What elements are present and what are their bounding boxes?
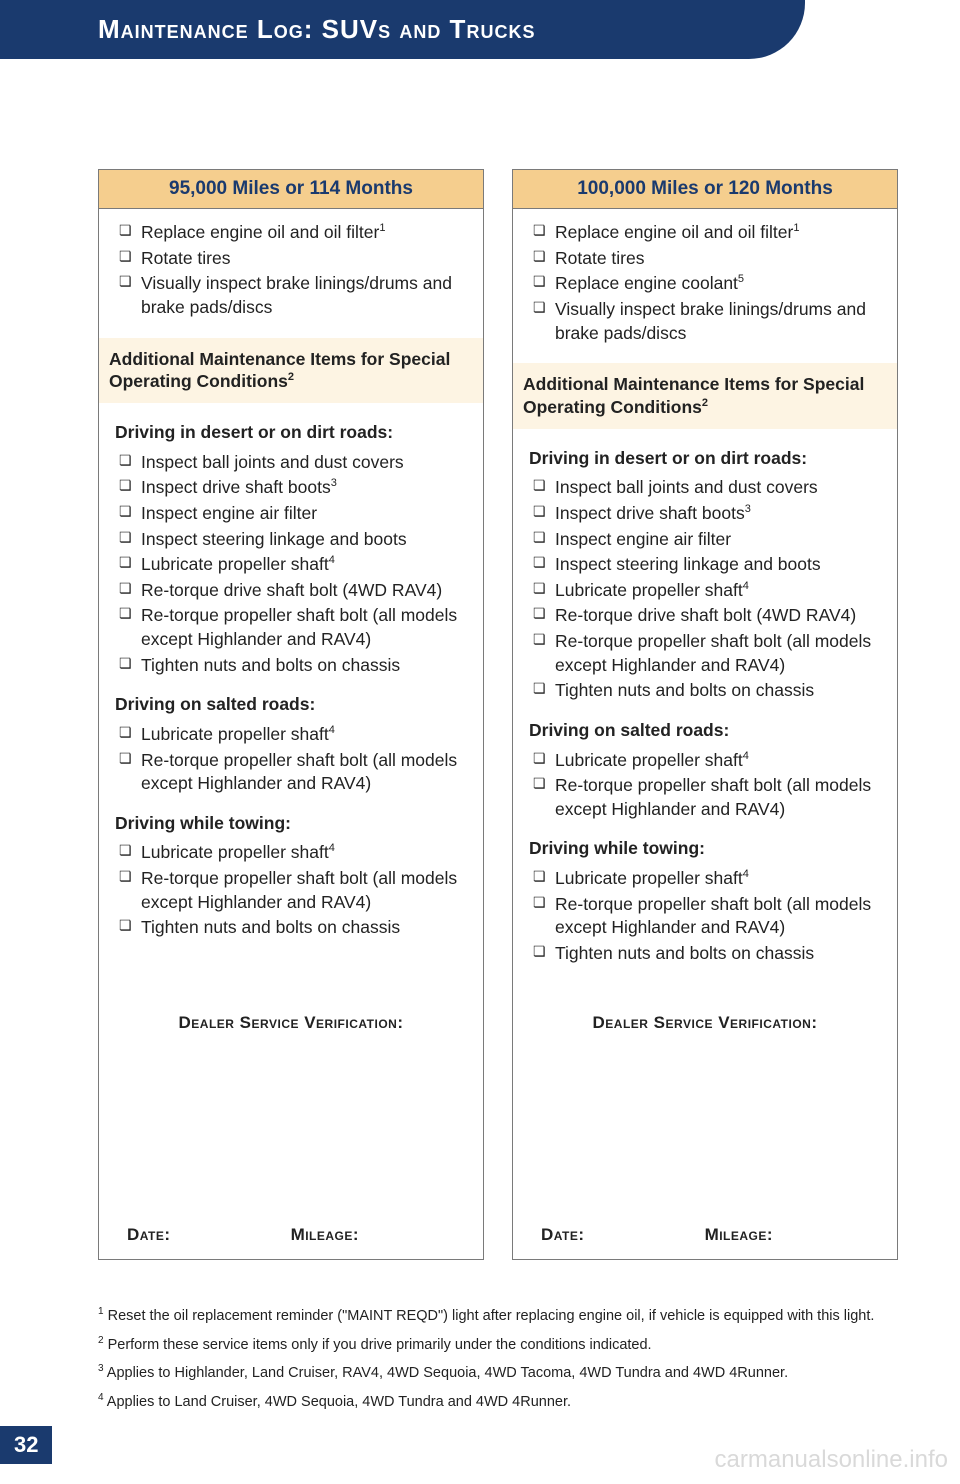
footnote: 2 Perform these service items only if yo… bbox=[98, 1331, 898, 1359]
condition-title: Driving in desert or on dirt roads: bbox=[529, 447, 881, 471]
date-label: Date: bbox=[541, 1224, 585, 1247]
page-title: Maintenance Log: SUVs and Trucks bbox=[98, 14, 535, 44]
checklist-item: Inspect steering linkage and boots bbox=[529, 553, 881, 577]
special-conditions-header: Additional Maintenance Items for Special… bbox=[99, 338, 483, 404]
special-conditions-header: Additional Maintenance Items for Special… bbox=[513, 363, 897, 429]
date-mileage-row: Date: Mileage: bbox=[529, 1224, 881, 1259]
checklist-item: Inspect drive shaft boots3 bbox=[529, 502, 881, 526]
checklist-item: Replace engine oil and oil filter1 bbox=[529, 221, 881, 245]
checklist-item: Tighten nuts and bolts on chassis bbox=[529, 679, 881, 703]
checklist-item: Re-torque drive shaft bolt (4WD RAV4) bbox=[115, 579, 467, 603]
checklist-item: Lubricate propeller shaft4 bbox=[529, 867, 881, 891]
card-body: Replace engine oil and oil filter1Rotate… bbox=[513, 209, 897, 1259]
checklist-item: Lubricate propeller shaft4 bbox=[115, 841, 467, 865]
checklist-item: Lubricate propeller shaft4 bbox=[115, 723, 467, 747]
checklist-item: Tighten nuts and bolts on chassis bbox=[115, 916, 467, 940]
watermark: carmanualsonline.info bbox=[715, 1446, 948, 1474]
mileage-label: Mileage: bbox=[291, 1224, 360, 1247]
condition-title: Driving while towing: bbox=[115, 812, 467, 836]
checklist-item: Lubricate propeller shaft4 bbox=[529, 749, 881, 773]
checklist-item: Inspect drive shaft boots3 bbox=[115, 476, 467, 500]
dealer-verification-label: Dealer Service Verification: bbox=[529, 982, 881, 1225]
card-title: 100,000 Miles or 120 Months bbox=[513, 170, 897, 209]
checklist-item: Rotate tires bbox=[115, 247, 467, 271]
card-title: 95,000 Miles or 114 Months bbox=[99, 170, 483, 209]
condition-checklist: Lubricate propeller shaft4Re-torque prop… bbox=[115, 723, 467, 796]
checklist-item: Re-torque drive shaft bolt (4WD RAV4) bbox=[529, 604, 881, 628]
checklist-item: Lubricate propeller shaft4 bbox=[529, 579, 881, 603]
checklist-item: Inspect steering linkage and boots bbox=[115, 528, 467, 552]
checklist-item: Replace engine coolant5 bbox=[529, 272, 881, 296]
conditions-block: Driving in desert or on dirt roads: Inspe… bbox=[529, 441, 881, 982]
condition-checklist: Lubricate propeller shaft4Re-torque prop… bbox=[115, 841, 467, 940]
mileage-label: Mileage: bbox=[705, 1224, 774, 1247]
condition-title: Driving while towing: bbox=[529, 837, 881, 861]
checklist-item: Inspect ball joints and dust covers bbox=[529, 476, 881, 500]
footnote: 3 Applies to Highlander, Land Cruiser, R… bbox=[98, 1359, 898, 1387]
date-label: Date: bbox=[127, 1224, 171, 1247]
maintenance-card-95k: 95,000 Miles or 114 Months Replace engin… bbox=[98, 169, 484, 1260]
condition-checklist: Inspect ball joints and dust coversInspe… bbox=[529, 476, 881, 703]
checklist-item: Inspect engine air filter bbox=[115, 502, 467, 526]
footnotes: 1 Reset the oil replacement reminder ("M… bbox=[0, 1260, 960, 1416]
checklist-item: Lubricate propeller shaft4 bbox=[115, 553, 467, 577]
condition-checklist: Lubricate propeller shaft4Re-torque prop… bbox=[529, 867, 881, 966]
checklist-item: Visually inspect brake linings/drums and… bbox=[115, 272, 467, 319]
date-mileage-row: Date: Mileage: bbox=[115, 1224, 467, 1259]
dealer-verification-label: Dealer Service Verification: bbox=[115, 982, 467, 1225]
checklist-item: Re-torque propeller shaft bolt (all mode… bbox=[529, 893, 881, 940]
checklist-item: Re-torque propeller shaft bolt (all mode… bbox=[529, 630, 881, 677]
conditions-block: Driving in desert or on dirt roads: Inspe… bbox=[115, 415, 467, 956]
main-checklist: Replace engine oil and oil filter1Rotate… bbox=[529, 221, 881, 347]
checklist-item: Rotate tires bbox=[529, 247, 881, 271]
condition-title: Driving on salted roads: bbox=[115, 693, 467, 717]
checklist-item: Re-torque propeller shaft bolt (all mode… bbox=[115, 749, 467, 796]
main-checklist: Replace engine oil and oil filter1Rotate… bbox=[115, 221, 467, 322]
condition-checklist: Inspect ball joints and dust coversInspe… bbox=[115, 451, 467, 678]
checklist-item: Re-torque propeller shaft bolt (all mode… bbox=[115, 867, 467, 914]
condition-title: Driving in desert or on dirt roads: bbox=[115, 421, 467, 445]
checklist-item: Inspect engine air filter bbox=[529, 528, 881, 552]
checklist-item: Tighten nuts and bolts on chassis bbox=[115, 654, 467, 678]
checklist-item: Inspect ball joints and dust covers bbox=[115, 451, 467, 475]
checklist-item: Tighten nuts and bolts on chassis bbox=[529, 942, 881, 966]
condition-title: Driving on salted roads: bbox=[529, 719, 881, 743]
maintenance-card-100k: 100,000 Miles or 120 Months Replace engi… bbox=[512, 169, 898, 1260]
checklist-item: Replace engine oil and oil filter1 bbox=[115, 221, 467, 245]
page-number: 32 bbox=[0, 1426, 52, 1464]
content-columns: 95,000 Miles or 114 Months Replace engin… bbox=[0, 59, 960, 1260]
condition-checklist: Lubricate propeller shaft4Re-torque prop… bbox=[529, 749, 881, 822]
footnote: 4 Applies to Land Cruiser, 4WD Sequoia, … bbox=[98, 1388, 898, 1416]
checklist-item: Re-torque propeller shaft bolt (all mode… bbox=[115, 604, 467, 651]
footnote: 1 Reset the oil replacement reminder ("M… bbox=[98, 1302, 898, 1330]
page-header-banner: Maintenance Log: SUVs and Trucks bbox=[0, 0, 805, 59]
checklist-item: Re-torque propeller shaft bolt (all mode… bbox=[529, 774, 881, 821]
card-body: Replace engine oil and oil filter1Rotate… bbox=[99, 209, 483, 1259]
checklist-item: Visually inspect brake linings/drums and… bbox=[529, 298, 881, 345]
